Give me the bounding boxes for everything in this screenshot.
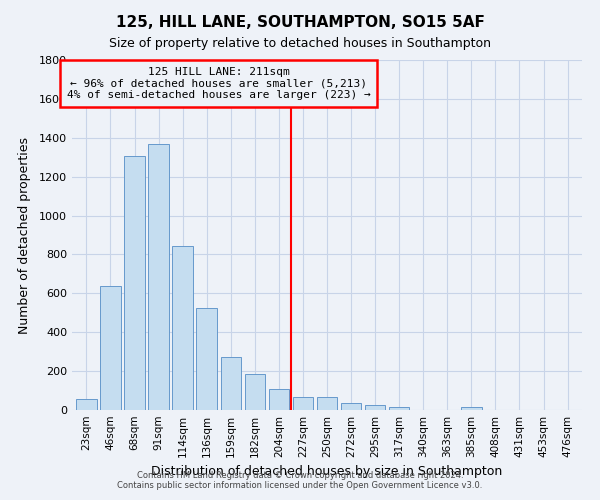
Bar: [76, 400, 97, 410]
Text: Contains HM Land Registry data © Crown copyright and database right 2024.
Contai: Contains HM Land Registry data © Crown c…: [118, 470, 482, 490]
Bar: [293, 398, 313, 410]
Bar: [124, 156, 145, 410]
Bar: [461, 407, 482, 410]
Text: Size of property relative to detached houses in Southampton: Size of property relative to detached ho…: [109, 38, 491, 51]
Bar: [269, 388, 289, 410]
Text: 125 HILL LANE: 211sqm
← 96% of detached houses are smaller (5,213)
4% of semi-de: 125 HILL LANE: 211sqm ← 96% of detached …: [67, 66, 371, 100]
Y-axis label: Number of detached properties: Number of detached properties: [17, 136, 31, 334]
Bar: [245, 374, 265, 410]
Bar: [148, 144, 169, 410]
Bar: [172, 246, 193, 410]
Bar: [221, 356, 241, 410]
Text: 125, HILL LANE, SOUTHAMPTON, SO15 5AF: 125, HILL LANE, SOUTHAMPTON, SO15 5AF: [116, 15, 484, 30]
Bar: [100, 286, 121, 410]
Bar: [196, 308, 217, 410]
Bar: [317, 398, 337, 410]
Bar: [365, 405, 385, 410]
X-axis label: Distribution of detached houses by size in Southampton: Distribution of detached houses by size …: [151, 466, 503, 478]
Bar: [389, 407, 409, 410]
Bar: [341, 403, 361, 410]
